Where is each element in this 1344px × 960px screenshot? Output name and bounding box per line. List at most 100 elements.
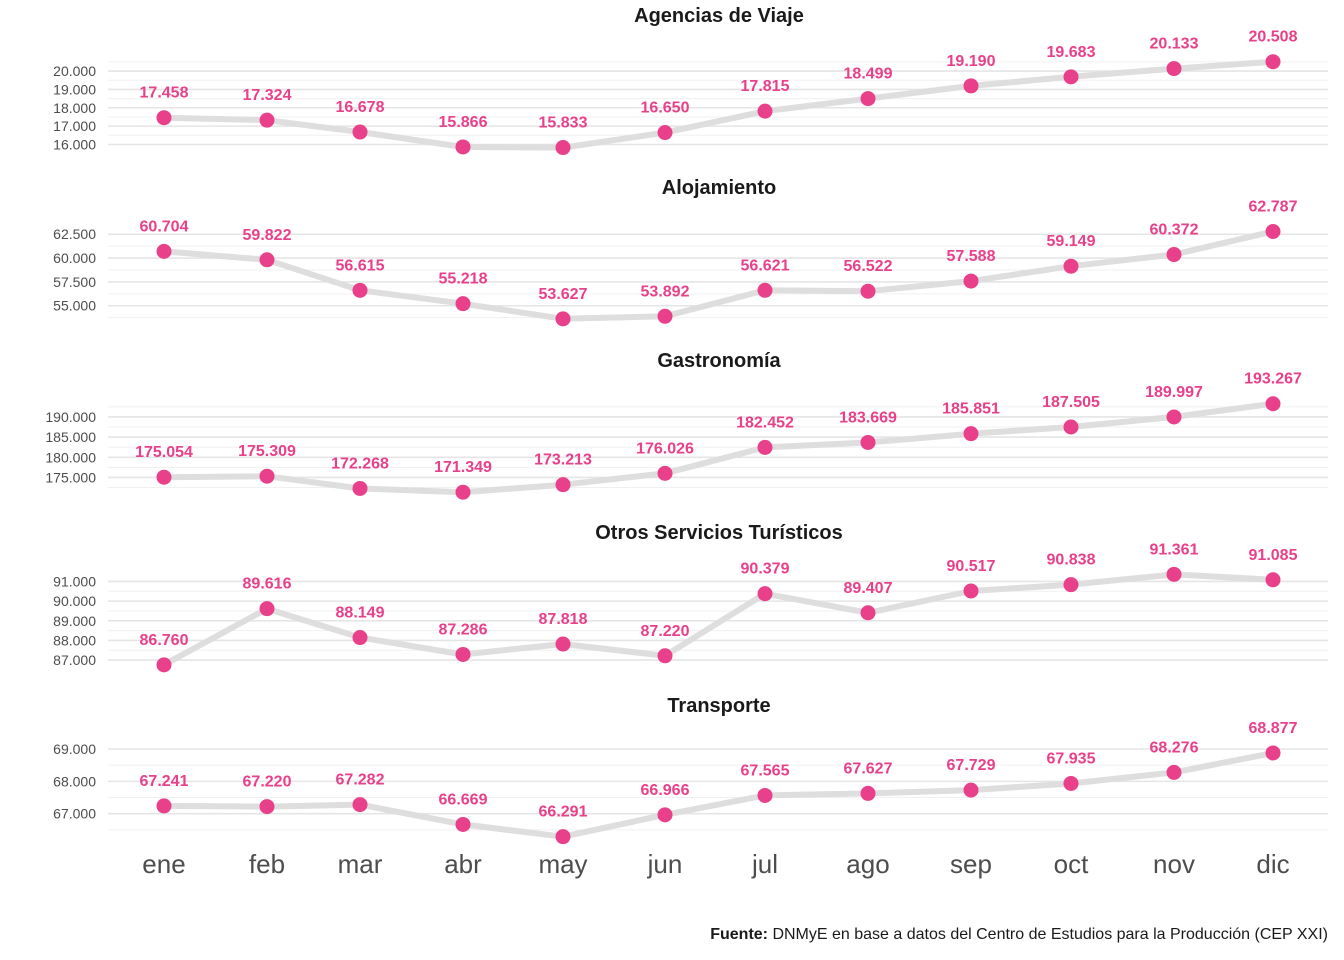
data-label: 182.452 [736,414,794,431]
data-point [657,125,673,141]
y-tick-label: 20.000 [53,63,96,79]
y-tick-label: 17.000 [53,118,96,134]
data-label: 55.218 [439,271,488,288]
data-label: 19.683 [1047,44,1096,61]
y-tick-label: 90.000 [53,593,96,609]
data-point [1166,247,1182,263]
data-label: 87.818 [539,611,588,628]
data-label: 66.669 [439,791,488,808]
data-point [757,787,773,803]
panel-title: Transporte [667,695,770,717]
x-tick-label: sep [950,849,992,879]
data-point [757,103,773,119]
data-label: 67.282 [336,772,385,789]
data-point [156,798,172,814]
data-point [1166,566,1182,582]
data-point [963,782,979,798]
data-label: 90.379 [741,561,790,578]
data-point [860,283,876,299]
data-point [259,799,275,815]
data-point [1265,745,1281,761]
data-label: 67.627 [844,760,893,777]
data-point [259,601,275,617]
data-label: 185.851 [942,401,1000,418]
data-point [1265,396,1281,412]
data-label: 60.372 [1150,222,1199,239]
panel-title: Agencias de Viaje [634,5,804,27]
data-point [455,484,471,500]
y-tick-label: 18.000 [53,100,96,116]
x-tick-label: may [538,849,587,879]
y-tick-label: 60.000 [53,250,96,266]
data-label: 86.760 [140,632,189,649]
data-label: 91.085 [1249,547,1298,564]
data-label: 67.565 [741,762,790,779]
series-line [161,228,1276,322]
data-point [1265,572,1281,588]
data-point [156,243,172,259]
data-label: 193.267 [1244,371,1302,388]
data-point [352,282,368,298]
data-label: 59.149 [1047,233,1096,250]
data-label: 176.026 [636,440,694,457]
data-label: 68.877 [1249,720,1298,737]
series-line [161,750,1276,840]
data-point [259,112,275,128]
data-label: 175.309 [238,443,296,460]
data-point [555,829,571,845]
data-point [963,583,979,599]
x-tick-label: jul [751,849,778,879]
data-label: 16.650 [641,100,690,117]
data-label: 68.276 [1150,739,1199,756]
source-label: Fuente: [710,926,768,943]
data-label: 183.669 [839,409,897,426]
data-label: 17.458 [140,85,189,102]
data-label: 17.324 [243,87,292,104]
data-point [757,586,773,602]
data-point [860,605,876,621]
data-label: 62.787 [1249,199,1298,216]
data-label: 67.220 [243,774,292,791]
y-tick-label: 67.000 [53,806,96,822]
data-label: 15.833 [539,115,588,132]
y-tick-label: 91.000 [53,573,96,589]
data-label: 20.133 [1150,36,1199,53]
panel-1: 16.000 17.000 18.000 19.000 20.000 Agencias d… [53,5,1328,156]
data-point [156,110,172,126]
data-label: 53.627 [539,286,588,303]
data-point [860,785,876,801]
data-label: 56.621 [741,257,790,274]
data-label: 15.866 [439,114,488,131]
data-label: 89.616 [243,576,292,593]
y-tick-label: 19.000 [53,81,96,97]
data-label: 56.615 [336,257,385,274]
data-point [963,426,979,442]
series-line [161,58,1276,151]
panel-2: 55.000 57.500 60.000 62.500 Alojamiento 60.70… [53,177,1328,327]
data-label: 67.729 [947,757,996,774]
x-tick-label: ene [142,849,185,879]
data-label: 16.678 [336,99,385,116]
x-tick-label: oct [1054,849,1089,879]
source-text: DNMyE en base a datos del Centro de Estu… [768,926,1328,943]
data-point [963,78,979,94]
data-point [555,636,571,652]
y-tick-label: 175.000 [45,469,96,485]
data-point [352,797,368,813]
data-point [352,480,368,496]
data-label: 87.220 [641,623,690,640]
data-point [1063,775,1079,791]
y-tick-label: 16.000 [53,136,96,152]
x-tick-label: nov [1153,849,1195,879]
data-point [259,252,275,268]
source-note: Fuente: DNMyE en base a datos del Centro… [710,926,1328,944]
data-label: 67.935 [1047,750,1096,767]
data-point [1063,577,1079,593]
data-label: 60.704 [140,218,189,235]
data-point [860,91,876,107]
data-point [1063,419,1079,435]
data-point [1265,54,1281,70]
x-tick-label: abr [444,849,482,879]
y-tick-label: 68.000 [53,773,96,789]
data-label: 189.997 [1145,384,1203,401]
